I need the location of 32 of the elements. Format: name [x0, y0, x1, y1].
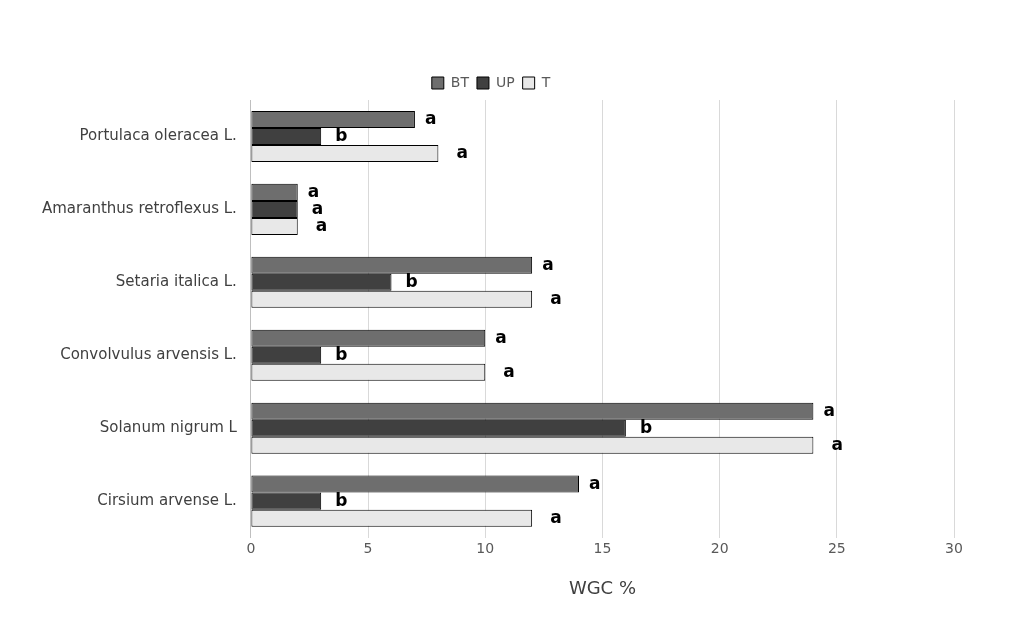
x-tick-label: 5	[363, 539, 373, 556]
x-axis-title: WGC %	[568, 576, 637, 598]
data-label: a	[542, 253, 554, 274]
x-tick-label: 30	[945, 539, 963, 556]
data-label: b	[405, 270, 418, 291]
data-label: b	[639, 416, 653, 437]
x-tick-label: 0	[246, 539, 256, 556]
data-label: a	[550, 506, 562, 527]
data-label: a	[424, 107, 437, 128]
y-tick-label: Portulaca oleracea L.	[79, 126, 237, 145]
legend-label: BT	[450, 73, 470, 90]
x-tick-label: 25	[827, 539, 846, 556]
x-tick-label: 20	[710, 539, 729, 556]
y-tick-label: Cirsium arvense L.	[97, 491, 237, 510]
x-tick-label: 15	[593, 539, 612, 556]
data-label: a	[550, 287, 562, 308]
legend-label: T	[540, 73, 551, 90]
data-label: b	[335, 489, 348, 510]
y-tick-label: Solanum nigrum L	[99, 418, 238, 437]
data-label: a	[456, 141, 468, 162]
data-label: a	[823, 399, 835, 420]
data-label: a	[503, 360, 515, 381]
legend-label: UP	[495, 73, 515, 90]
data-label: a	[495, 326, 507, 347]
y-tick-label: Convolvulus arvensis L.	[60, 345, 237, 364]
data-label: a	[589, 472, 601, 493]
data-label: b	[335, 343, 348, 364]
x-tick-label: 10	[476, 539, 495, 556]
y-tick-label: Amaranthus retroflexus L.	[41, 199, 237, 218]
data-label: b	[335, 124, 348, 145]
data-label: a	[831, 433, 843, 454]
y-tick-label: Setaria italica L.	[115, 272, 237, 291]
